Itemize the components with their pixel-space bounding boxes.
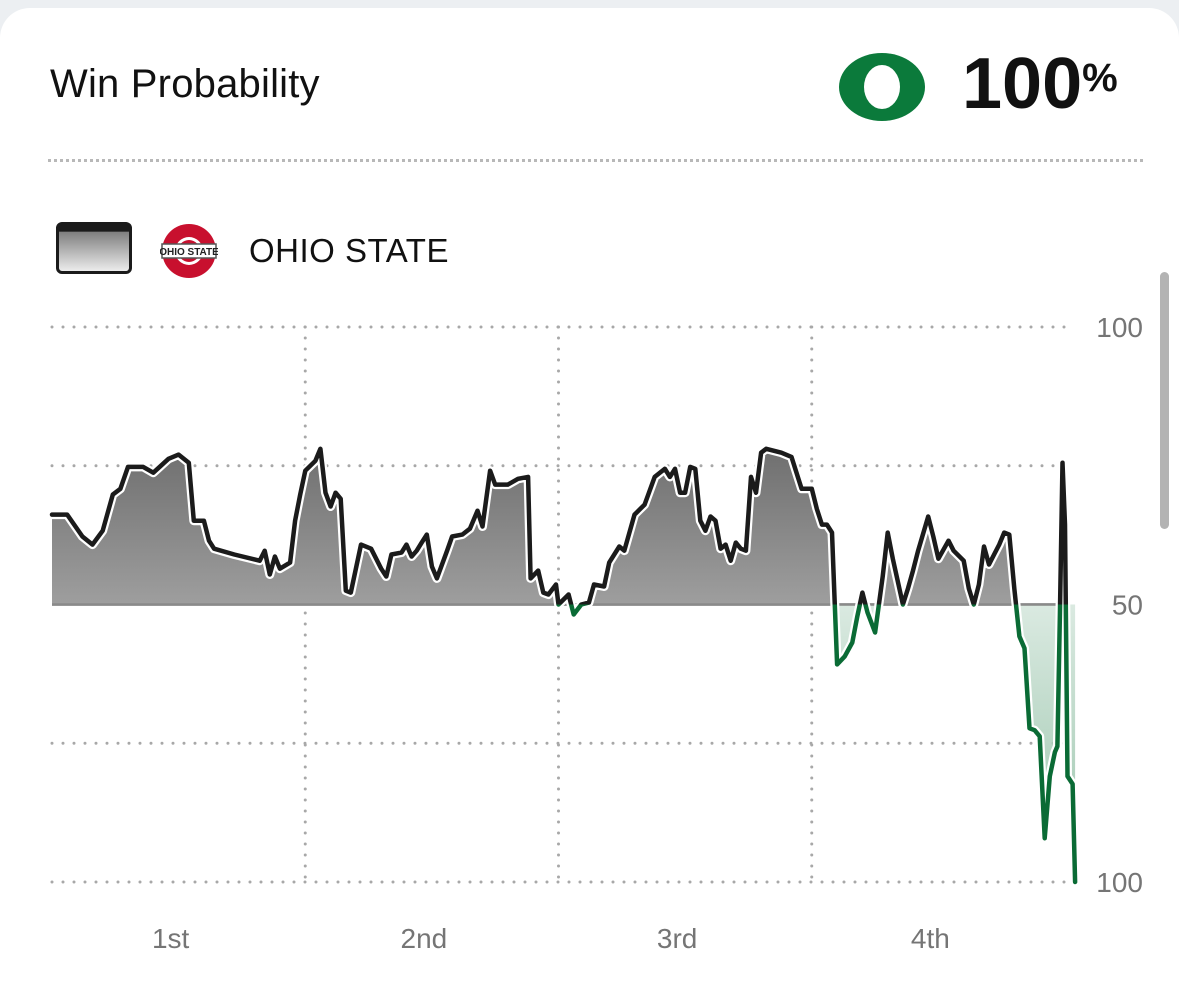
- probability-unit: %: [1082, 56, 1118, 100]
- y-tick-label: 100: [1096, 312, 1143, 343]
- x-tick-label: 3rd: [657, 923, 697, 954]
- page-title: Win Probability: [50, 62, 320, 106]
- oregon-line: [556, 604, 1078, 885]
- header-divider: [48, 159, 1143, 162]
- leader-win-probability: 100%: [962, 44, 1118, 124]
- probability-value: 100: [962, 44, 1083, 124]
- oregon-logo: [839, 53, 925, 121]
- x-tick-label: 4th: [911, 923, 950, 954]
- win-probability-chart: 100 50 100 1st 2nd 3rd 4th: [47, 312, 1143, 954]
- ohio-state-line: [49, 446, 1069, 605]
- x-tick-label: 2nd: [401, 923, 448, 954]
- x-tick-label: 1st: [152, 923, 190, 954]
- legend-swatch: [56, 222, 132, 274]
- win-probability-card: [0, 8, 1179, 988]
- ohio-state-logo: OHIO STATE: [160, 224, 218, 278]
- ohio-state-logo-text: OHIO STATE: [160, 247, 218, 258]
- y-tick-label: 50: [1112, 590, 1143, 621]
- y-tick-label: 100: [1096, 867, 1143, 898]
- oregon-area: [52, 604, 1076, 882]
- ohio-state-area: [52, 448, 1076, 605]
- series-halo: [47, 444, 1080, 887]
- scrollbar[interactable]: [1160, 272, 1169, 529]
- legend-team-label: OHIO STATE: [249, 232, 449, 269]
